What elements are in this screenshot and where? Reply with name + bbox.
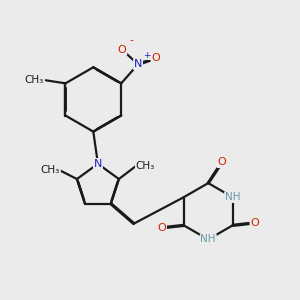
Text: O: O [118,45,127,55]
Text: O: O [158,223,166,233]
Text: +: + [143,51,151,60]
Text: -: - [130,35,134,45]
Text: N: N [94,159,102,169]
Text: O: O [250,218,259,228]
Text: CH₃: CH₃ [136,161,155,171]
Text: CH₃: CH₃ [24,75,44,85]
Text: O: O [152,53,160,63]
Text: O: O [218,157,226,167]
Text: CH₃: CH₃ [41,166,60,176]
Text: NH: NH [225,192,240,202]
Text: NH: NH [200,235,216,244]
Text: N: N [134,59,142,69]
